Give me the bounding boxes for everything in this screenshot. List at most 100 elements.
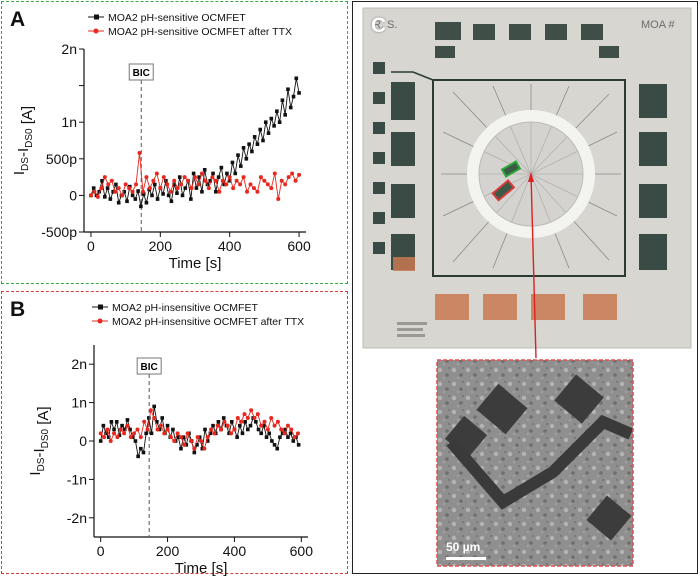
chart-a-series-1-point [241, 146, 246, 150]
chart-a-series-2-point [186, 178, 191, 183]
chart-a-series-2-point [297, 172, 302, 177]
chart-b-series-2-point [142, 419, 147, 424]
chart-b-series-1-point [243, 420, 247, 424]
chart-b-series-2-point [192, 446, 197, 451]
chart-a-series-2-point [127, 186, 132, 191]
chart-b-series-1-point [283, 427, 288, 432]
chart-b-series-2-point [232, 427, 237, 432]
chart-b-series-2-point [252, 415, 257, 420]
chart-a-x-tick-label: 600 [287, 238, 311, 254]
chart-a-series-2-point [286, 175, 291, 180]
chart-a-series-1-point [189, 197, 193, 201]
chart-b-series-2-point [105, 427, 110, 432]
chart-a-bic-label: BIC [133, 68, 150, 79]
chart-a-x-tick-label: 0 [87, 238, 95, 254]
chart-b-series-2-point [128, 435, 133, 440]
chart-b-series-1-line [100, 406, 300, 459]
chart-a-series-1-point [91, 186, 96, 190]
chart-a-series-1-point [100, 178, 104, 183]
chart-a-series-2-point [213, 178, 218, 183]
chart-b-series-2-point [292, 435, 297, 440]
chart-b-series-2-point [289, 427, 294, 432]
chart-a-series-2-point [161, 175, 166, 180]
chart-a-series-1-point [219, 165, 224, 170]
chart-a-series-1-point [288, 105, 293, 110]
chart-a-series-1-point [247, 142, 251, 146]
chart-a-series-1-point [283, 113, 287, 117]
chart-b-series-1-point [208, 431, 213, 436]
chart-a-series-1-point [130, 193, 135, 198]
chart-b-series-1-point [125, 418, 130, 422]
chart-b-series-1-point [184, 443, 189, 447]
chart-a-series-1-point [103, 195, 107, 199]
chart-a-series-1-point [180, 193, 185, 198]
chart-b-series-2-point [219, 427, 224, 432]
chart-a-y-tick-label: -500p [41, 224, 77, 240]
chart-a-series-1-point [297, 91, 301, 95]
chart-b-series-2-point [205, 435, 210, 440]
chart-b-bic-label: BIC [141, 362, 158, 373]
chart-a-series-1-point [286, 87, 290, 92]
chart-b-series-2-point [222, 419, 227, 424]
chart-a-series-1-point [108, 197, 113, 201]
chart-b-series-2-point [145, 427, 150, 432]
chart-a-series-2-point [220, 178, 225, 183]
chart-b-series-1-point [109, 420, 114, 424]
chart-a-series-1-point [197, 175, 201, 179]
chart-b-series-1-point [160, 416, 165, 420]
chart-a-series-2-point [92, 189, 97, 194]
chart-b-series-2-point [245, 415, 250, 420]
chart-b-x-label: Time [s] [175, 560, 228, 577]
chart-b-y-tick-label: -1n [67, 471, 87, 487]
chart-b-legend-label-2: MOA2 pH-insensitive OCMFET after TTX [112, 316, 304, 328]
chart-b-series-1-point [288, 431, 293, 436]
chart-b-series-2-point [262, 419, 267, 424]
chart-b-series-1-point [254, 420, 258, 424]
chart-b-series-2-point [132, 431, 137, 436]
panel-b: B -2n -1n 0 1n 2n 0 200 400 600 Time [s] IDS-IDS0 … [1, 291, 348, 577]
chart-b-series-1-point [227, 431, 231, 436]
chart-a-series-2-point [172, 178, 177, 183]
chart-a-series-1-point [266, 131, 271, 135]
chart-a-series-1-point [122, 189, 127, 194]
chart-a-series-1-point [105, 186, 110, 190]
chart-a-series-1-point [194, 186, 199, 190]
chart-b-series-1-point [197, 435, 202, 439]
chart-b-series-2-point [122, 431, 127, 436]
chart-a-series-2-point [227, 175, 232, 180]
chart-b-series-2-point [115, 435, 120, 440]
chart-b-x-tick-label: 0 [97, 543, 105, 559]
chart-b-series-1-point [270, 439, 274, 443]
panel-a: A -500p 0 500p 1n 2n 0 200 400 600 Time [s] IDS-ID… [1, 1, 348, 284]
chart-b-series-1-point [152, 404, 156, 409]
chart-a-series-1-point [202, 167, 207, 172]
chart-b-x-tick-label: 200 [156, 543, 180, 559]
chart-a-series-2-point [269, 186, 274, 191]
chart-b-series-2-point [255, 412, 260, 417]
chart-b-series-2-point [199, 439, 203, 443]
chart-b-series-2-point [112, 431, 117, 436]
chart-b-series-1-point [179, 446, 183, 451]
chart-b-series-2-point [138, 435, 143, 440]
chart-b-series-2-point [272, 423, 277, 428]
chart-a-series-2-point [123, 182, 128, 187]
chart-b-legend-marker-1 [98, 304, 103, 310]
chart-a-series-1-point [155, 197, 160, 201]
chart-a-series-1-point [216, 175, 221, 179]
chart-b-series-1-point [112, 427, 116, 432]
chart-a-series-1-point [233, 171, 238, 176]
chart-a-y-tick-label: 0 [69, 187, 77, 203]
chip-label-left: R. S. [373, 19, 397, 31]
chart-b-series-2-point [148, 408, 153, 413]
chart-a-series-1-point [244, 157, 249, 161]
chart-b-series-2-point [212, 431, 217, 436]
chart-a-series-2-point [116, 186, 121, 191]
chart-a-series-2-point [158, 186, 163, 191]
chart-b-series-1-point [128, 427, 132, 432]
chart-b-series-2-point [195, 435, 200, 440]
chart-b-series-1-point [120, 423, 124, 428]
chart-b-legend-label-1: MOA2 pH-insensitive OCMFET [112, 302, 258, 314]
chart-a-series-2-point [168, 189, 173, 194]
chart-a-series-1-point [238, 164, 243, 168]
chart-a-legend-label-1: MOA2 pH-sensitive OCMFET [108, 12, 246, 24]
